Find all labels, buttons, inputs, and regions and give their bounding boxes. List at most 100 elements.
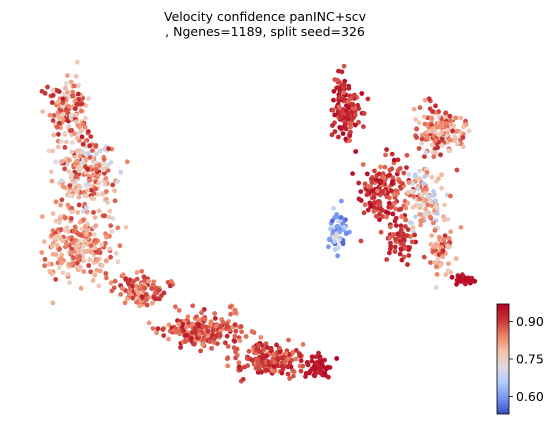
- scatter-point: [93, 143, 99, 148]
- scatter-point: [429, 142, 435, 148]
- scatter-point: [87, 257, 93, 263]
- scatter-point: [458, 115, 464, 121]
- scatter-point: [123, 276, 128, 282]
- scatter-point: [92, 245, 98, 251]
- scatter-point: [365, 96, 371, 102]
- scatter-point: [343, 217, 348, 223]
- scatter-point: [104, 189, 109, 194]
- scatter-point: [421, 114, 427, 119]
- scatter-point: [350, 116, 355, 122]
- scatter-point: [101, 156, 107, 162]
- scatter-point: [291, 369, 297, 374]
- scatter-point: [448, 193, 453, 199]
- scatter-point: [454, 281, 459, 287]
- scatter-point: [205, 328, 211, 334]
- scatter-point: [69, 172, 75, 178]
- scatter-point: [87, 143, 93, 149]
- scatter-point: [80, 209, 86, 214]
- scatter-point: [271, 364, 277, 370]
- scatter-point: [441, 217, 447, 223]
- scatter-point: [143, 292, 149, 297]
- scatter-point: [335, 245, 341, 251]
- scatter-point: [270, 368, 275, 373]
- scatter-point: [192, 330, 198, 335]
- scatter-point: [419, 192, 424, 198]
- scatter-point: [209, 346, 215, 351]
- scatter-point: [382, 164, 388, 170]
- scatter-point: [49, 244, 55, 250]
- scatter-point: [99, 192, 105, 197]
- scatter-point: [50, 300, 56, 306]
- scatter-point: [353, 122, 358, 128]
- scatter-point: [298, 368, 304, 374]
- scatter-point: [53, 277, 59, 282]
- scatter-point: [65, 272, 71, 277]
- scatter-point: [422, 97, 428, 103]
- scatter-point: [368, 184, 373, 189]
- scatter-point: [264, 345, 270, 350]
- scatter-point: [86, 96, 91, 101]
- scatter-point: [442, 202, 448, 208]
- scatter-point: [291, 373, 296, 379]
- scatter-point: [456, 274, 462, 280]
- scatter-point: [298, 358, 304, 364]
- scatter-point: [339, 198, 344, 204]
- scatter-point: [166, 322, 172, 328]
- scatter-point: [309, 354, 315, 360]
- scatter-point: [452, 134, 458, 139]
- scatter-point: [160, 327, 166, 332]
- scatter-point: [416, 146, 422, 151]
- scatter-point: [142, 285, 148, 291]
- scatter-point: [376, 171, 382, 177]
- scatter-point: [70, 89, 76, 95]
- scatter-point: [280, 355, 285, 361]
- scatter-point: [60, 270, 66, 275]
- scatter-point: [99, 242, 105, 248]
- scatter-point: [433, 103, 438, 109]
- scatter-point: [102, 213, 108, 219]
- scatter-point: [417, 176, 423, 182]
- scatter-point: [222, 340, 228, 346]
- scatter-point: [436, 132, 442, 138]
- scatter-point: [50, 87, 56, 93]
- scatter-point: [348, 96, 353, 102]
- scatter-point: [431, 244, 437, 250]
- scatter-point: [431, 154, 437, 160]
- scatter-point: [422, 198, 428, 203]
- scatter-point: [258, 335, 264, 340]
- scatter-point: [93, 166, 99, 172]
- scatter-point: [49, 100, 55, 105]
- scatter-point: [91, 232, 97, 237]
- scatter-point: [77, 254, 82, 259]
- scatter-point: [346, 120, 352, 126]
- scatter-point: [87, 154, 93, 160]
- scatter-point: [424, 186, 429, 192]
- scatter-point: [59, 139, 64, 144]
- scatter-point: [393, 206, 398, 212]
- scatter-point: [383, 152, 388, 158]
- scatter-point: [377, 180, 383, 186]
- scatter-point: [171, 328, 176, 333]
- scatter-point: [368, 176, 374, 182]
- scatter-point: [329, 132, 335, 138]
- scatter-point: [396, 207, 402, 213]
- scatter-point: [108, 254, 113, 260]
- scatter-point: [259, 369, 264, 375]
- scatter-point: [377, 217, 382, 223]
- scatter-point: [332, 112, 338, 118]
- scatter-point: [342, 224, 347, 230]
- scatter-point: [392, 218, 398, 224]
- scatter-point: [393, 223, 399, 228]
- scatter-point: [421, 254, 427, 260]
- colorbar: 0.60 0.75 0.90: [496, 303, 544, 415]
- scatter-point: [84, 249, 89, 254]
- scatter-point: [317, 370, 323, 376]
- scatter-point: [42, 263, 47, 269]
- scatter-point: [256, 343, 262, 349]
- scatter-point: [60, 159, 65, 164]
- scatter-point: [426, 210, 432, 216]
- scatter-point: [392, 249, 398, 255]
- scatter-point: [50, 148, 56, 154]
- scatter-point: [427, 197, 433, 203]
